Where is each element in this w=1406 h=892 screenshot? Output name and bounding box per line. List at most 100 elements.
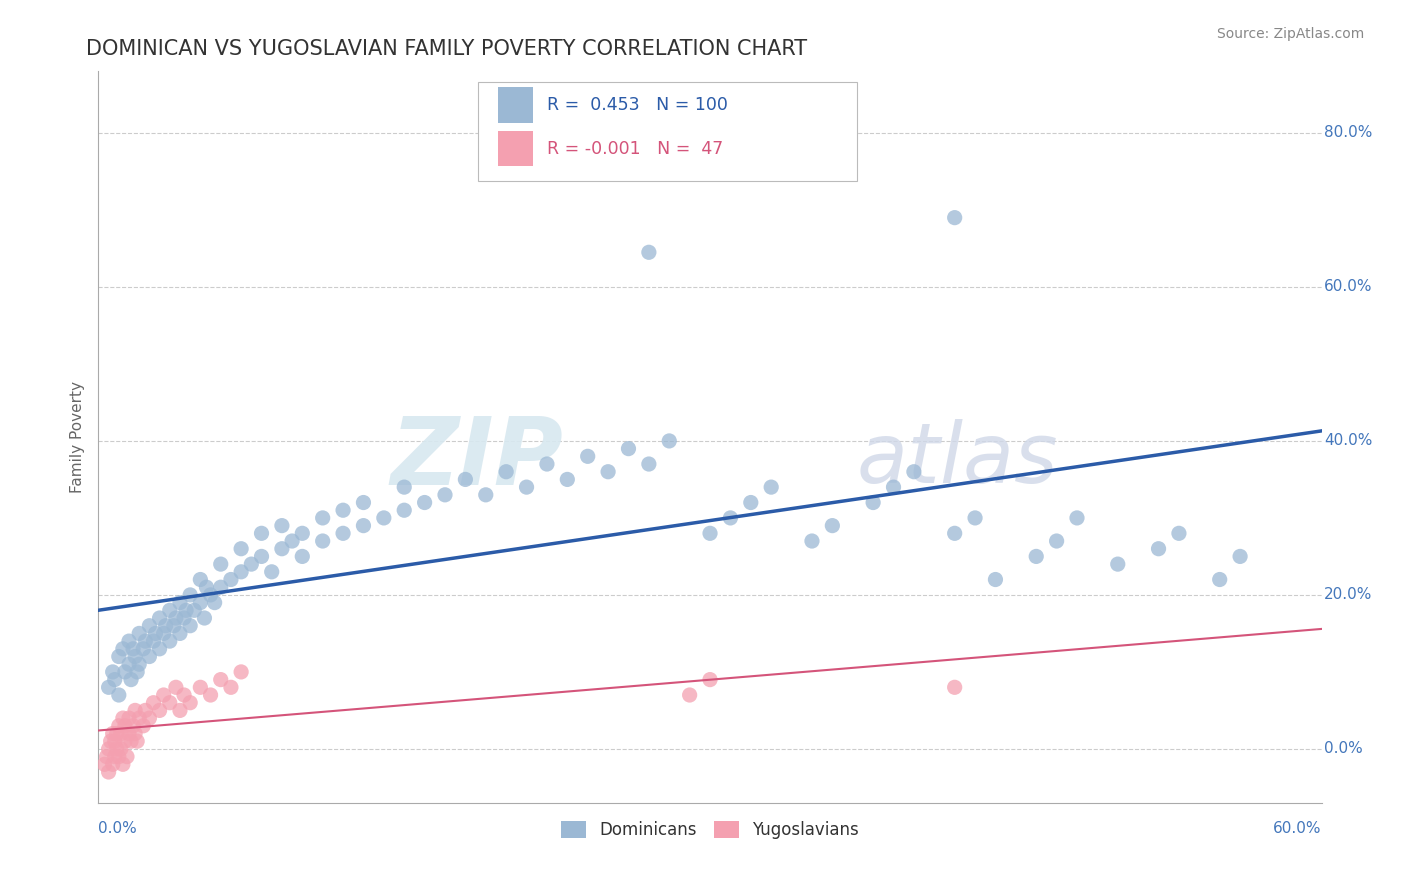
Point	[127, 734, 149, 748]
Point	[801, 534, 824, 549]
Point	[270, 541, 294, 556]
Point	[149, 703, 172, 717]
Point	[155, 618, 177, 632]
Point	[104, 749, 127, 764]
Point	[169, 596, 191, 610]
Point	[576, 450, 599, 464]
Point	[1066, 511, 1088, 525]
Point	[943, 681, 966, 695]
Point	[240, 557, 263, 571]
Point	[495, 465, 517, 479]
Point	[1167, 526, 1189, 541]
Point	[536, 457, 558, 471]
Point	[159, 696, 181, 710]
Point	[883, 480, 905, 494]
Point	[260, 565, 283, 579]
Point	[110, 726, 132, 740]
Point	[173, 688, 195, 702]
Point	[97, 764, 120, 779]
Point	[179, 588, 201, 602]
Point	[138, 618, 160, 632]
Point	[120, 734, 142, 748]
Point	[231, 565, 253, 579]
Text: 0.0%: 0.0%	[1324, 741, 1362, 756]
Point	[474, 488, 498, 502]
Point	[183, 603, 205, 617]
Point	[108, 719, 131, 733]
Point	[188, 681, 212, 695]
Point	[219, 681, 242, 695]
Point	[132, 641, 155, 656]
Point	[862, 495, 884, 509]
Point	[163, 618, 186, 632]
Point	[193, 611, 215, 625]
Point	[138, 711, 160, 725]
Point	[108, 688, 131, 702]
Point	[97, 742, 120, 756]
Point	[111, 641, 134, 656]
Point	[159, 634, 181, 648]
Point	[231, 665, 253, 679]
Point	[110, 742, 132, 756]
Point	[209, 673, 232, 687]
Point	[413, 495, 436, 509]
Point	[637, 245, 661, 260]
Point	[204, 596, 226, 610]
Text: 0.0%: 0.0%	[98, 821, 138, 836]
Point	[108, 649, 131, 664]
Point	[105, 742, 128, 756]
Point	[149, 611, 172, 625]
Point	[97, 681, 120, 695]
Text: 60.0%: 60.0%	[1324, 279, 1372, 294]
Text: 20.0%: 20.0%	[1324, 588, 1372, 602]
Text: Source: ZipAtlas.com: Source: ZipAtlas.com	[1216, 27, 1364, 41]
Point	[984, 573, 1007, 587]
Point	[821, 518, 844, 533]
Y-axis label: Family Poverty: Family Poverty	[70, 381, 86, 493]
Point	[124, 726, 146, 740]
Point	[195, 580, 218, 594]
Point	[903, 465, 925, 479]
Point	[270, 518, 294, 533]
Point	[373, 511, 395, 525]
Point	[516, 480, 538, 494]
Point	[219, 573, 242, 587]
Point	[128, 711, 150, 725]
Point	[174, 603, 197, 617]
Point	[1147, 541, 1170, 556]
Point	[637, 457, 661, 471]
Point	[392, 503, 416, 517]
Point	[454, 472, 477, 486]
Point	[108, 749, 131, 764]
Point	[169, 703, 191, 717]
Point	[118, 657, 141, 672]
FancyBboxPatch shape	[478, 82, 856, 181]
Text: R =  0.453   N = 100: R = 0.453 N = 100	[547, 96, 728, 114]
Point	[138, 649, 160, 664]
Point	[101, 665, 124, 679]
Point	[188, 596, 212, 610]
Point	[312, 511, 335, 525]
Point	[209, 580, 232, 594]
Point	[165, 681, 187, 695]
Point	[132, 719, 155, 733]
Point	[200, 688, 222, 702]
Point	[134, 634, 156, 648]
Point	[134, 703, 156, 717]
Point	[101, 726, 124, 740]
Point	[122, 719, 145, 733]
Point	[152, 688, 174, 702]
Point	[179, 696, 201, 710]
Point	[179, 618, 201, 632]
Text: 60.0%: 60.0%	[1274, 821, 1322, 836]
Point	[761, 480, 783, 494]
Point	[312, 534, 335, 549]
Point	[718, 511, 742, 525]
Point	[169, 626, 191, 640]
Point	[352, 518, 374, 533]
Point	[96, 749, 118, 764]
Point	[555, 472, 579, 486]
Point	[118, 634, 141, 648]
Point	[122, 641, 145, 656]
Point	[250, 526, 273, 541]
